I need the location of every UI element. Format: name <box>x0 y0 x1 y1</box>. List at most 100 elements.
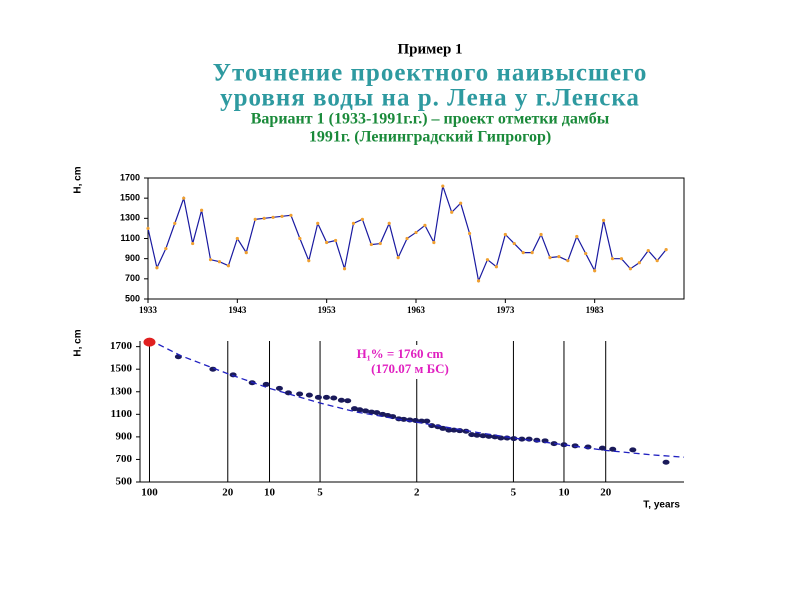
y-tick-label: 500 <box>125 293 140 303</box>
data-point <box>373 410 381 416</box>
data-point <box>330 395 338 401</box>
data-point <box>271 215 275 219</box>
data-point <box>664 247 668 252</box>
annotation-box <box>330 345 490 379</box>
data-point <box>598 445 606 451</box>
data-point <box>400 416 408 422</box>
x-tick-label: 1933 <box>139 305 158 315</box>
heading: Уточнение проектного наивысшего <box>213 60 648 87</box>
data-point <box>445 427 453 433</box>
slide-title: Пример 1 <box>397 41 462 57</box>
data-point <box>468 231 472 236</box>
data-point <box>557 255 561 259</box>
data-point <box>362 408 370 414</box>
data-point <box>275 385 283 391</box>
data-point <box>280 214 284 218</box>
x-tick-label: 10 <box>558 487 570 499</box>
data-point <box>560 442 568 448</box>
data-point <box>262 381 270 387</box>
y-tick-label: 1500 <box>120 193 140 203</box>
data-point <box>584 252 588 256</box>
data-point <box>518 436 526 442</box>
data-point <box>387 221 391 225</box>
y-tick-label: 1100 <box>120 233 140 243</box>
data-point <box>468 432 476 438</box>
data-point <box>548 256 552 260</box>
data-point <box>396 256 400 260</box>
annotation: (170.07 м БС) <box>371 361 449 376</box>
y-tick-label: 1700 <box>110 340 133 352</box>
data-point <box>423 418 431 424</box>
data-point <box>235 236 239 241</box>
data-point <box>360 217 364 221</box>
data-point <box>200 208 204 212</box>
data-point <box>289 213 293 217</box>
data-point <box>550 441 558 447</box>
x-tick-label: 100 <box>141 487 158 499</box>
data-point <box>173 221 177 225</box>
data-point <box>244 251 248 255</box>
data-point <box>462 428 470 434</box>
data-point <box>305 392 313 398</box>
subtitle: 1991г. (Ленинградский Гипрогор) <box>309 129 551 146</box>
data-point <box>334 238 338 243</box>
data-point <box>298 236 302 241</box>
annotation: H₁% = 1760 cm <box>357 346 444 361</box>
data-point <box>497 435 505 441</box>
data-point <box>629 447 637 453</box>
data-point <box>575 234 579 239</box>
data-point <box>217 260 222 264</box>
x-tick-label: 1973 <box>496 305 515 315</box>
data-point <box>494 265 498 269</box>
data-point <box>325 240 329 245</box>
data-point <box>530 251 534 255</box>
y-tick-label: 700 <box>125 273 140 283</box>
data-point <box>637 261 641 265</box>
data-point <box>602 218 606 222</box>
y-tick-label: 1300 <box>110 385 133 397</box>
data-point <box>584 444 592 450</box>
data-point <box>628 267 633 271</box>
data-point <box>253 217 257 221</box>
data-point <box>226 264 230 268</box>
y-axis-label: H, cm <box>73 166 84 193</box>
data-point <box>439 425 447 431</box>
data-point <box>209 366 217 372</box>
y-tick-label: 1500 <box>110 363 133 375</box>
data-point <box>351 406 359 412</box>
data-point <box>414 230 418 235</box>
data-point <box>314 394 322 400</box>
fitted-curve <box>149 339 685 458</box>
data-point <box>441 184 445 188</box>
data-point <box>322 394 330 400</box>
x-tick-label: 20 <box>600 487 612 499</box>
data-point <box>459 201 463 205</box>
data-point <box>479 433 487 439</box>
data-point <box>610 257 615 261</box>
y-tick-label: 1100 <box>111 408 133 420</box>
data-point <box>510 436 518 442</box>
x-tick-label: 1943 <box>228 305 247 315</box>
data-point <box>423 223 427 227</box>
data-point <box>503 232 507 237</box>
data-point <box>296 391 304 397</box>
data-point <box>450 210 454 214</box>
data-point <box>655 259 659 263</box>
heading: уровня воды на р. Лена у г.Ленска <box>220 85 640 112</box>
x-tick-label: 5 <box>511 487 517 499</box>
highlight-point <box>143 337 156 347</box>
data-point <box>356 407 364 413</box>
data-point <box>369 242 373 247</box>
data-point <box>476 279 481 283</box>
data-point <box>191 241 195 246</box>
data-point <box>208 258 213 262</box>
data-point <box>662 459 670 465</box>
data-point <box>539 232 543 237</box>
data-point <box>521 251 525 255</box>
data-point <box>619 257 624 261</box>
x-tick-label: 1983 <box>586 305 605 315</box>
x-tick-label: 2 <box>414 487 420 499</box>
data-point <box>512 241 516 246</box>
data-point <box>182 196 186 200</box>
